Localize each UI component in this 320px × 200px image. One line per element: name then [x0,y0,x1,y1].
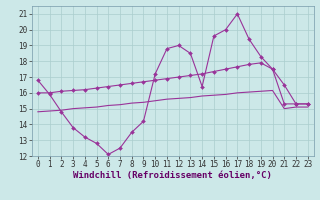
X-axis label: Windchill (Refroidissement éolien,°C): Windchill (Refroidissement éolien,°C) [73,171,272,180]
